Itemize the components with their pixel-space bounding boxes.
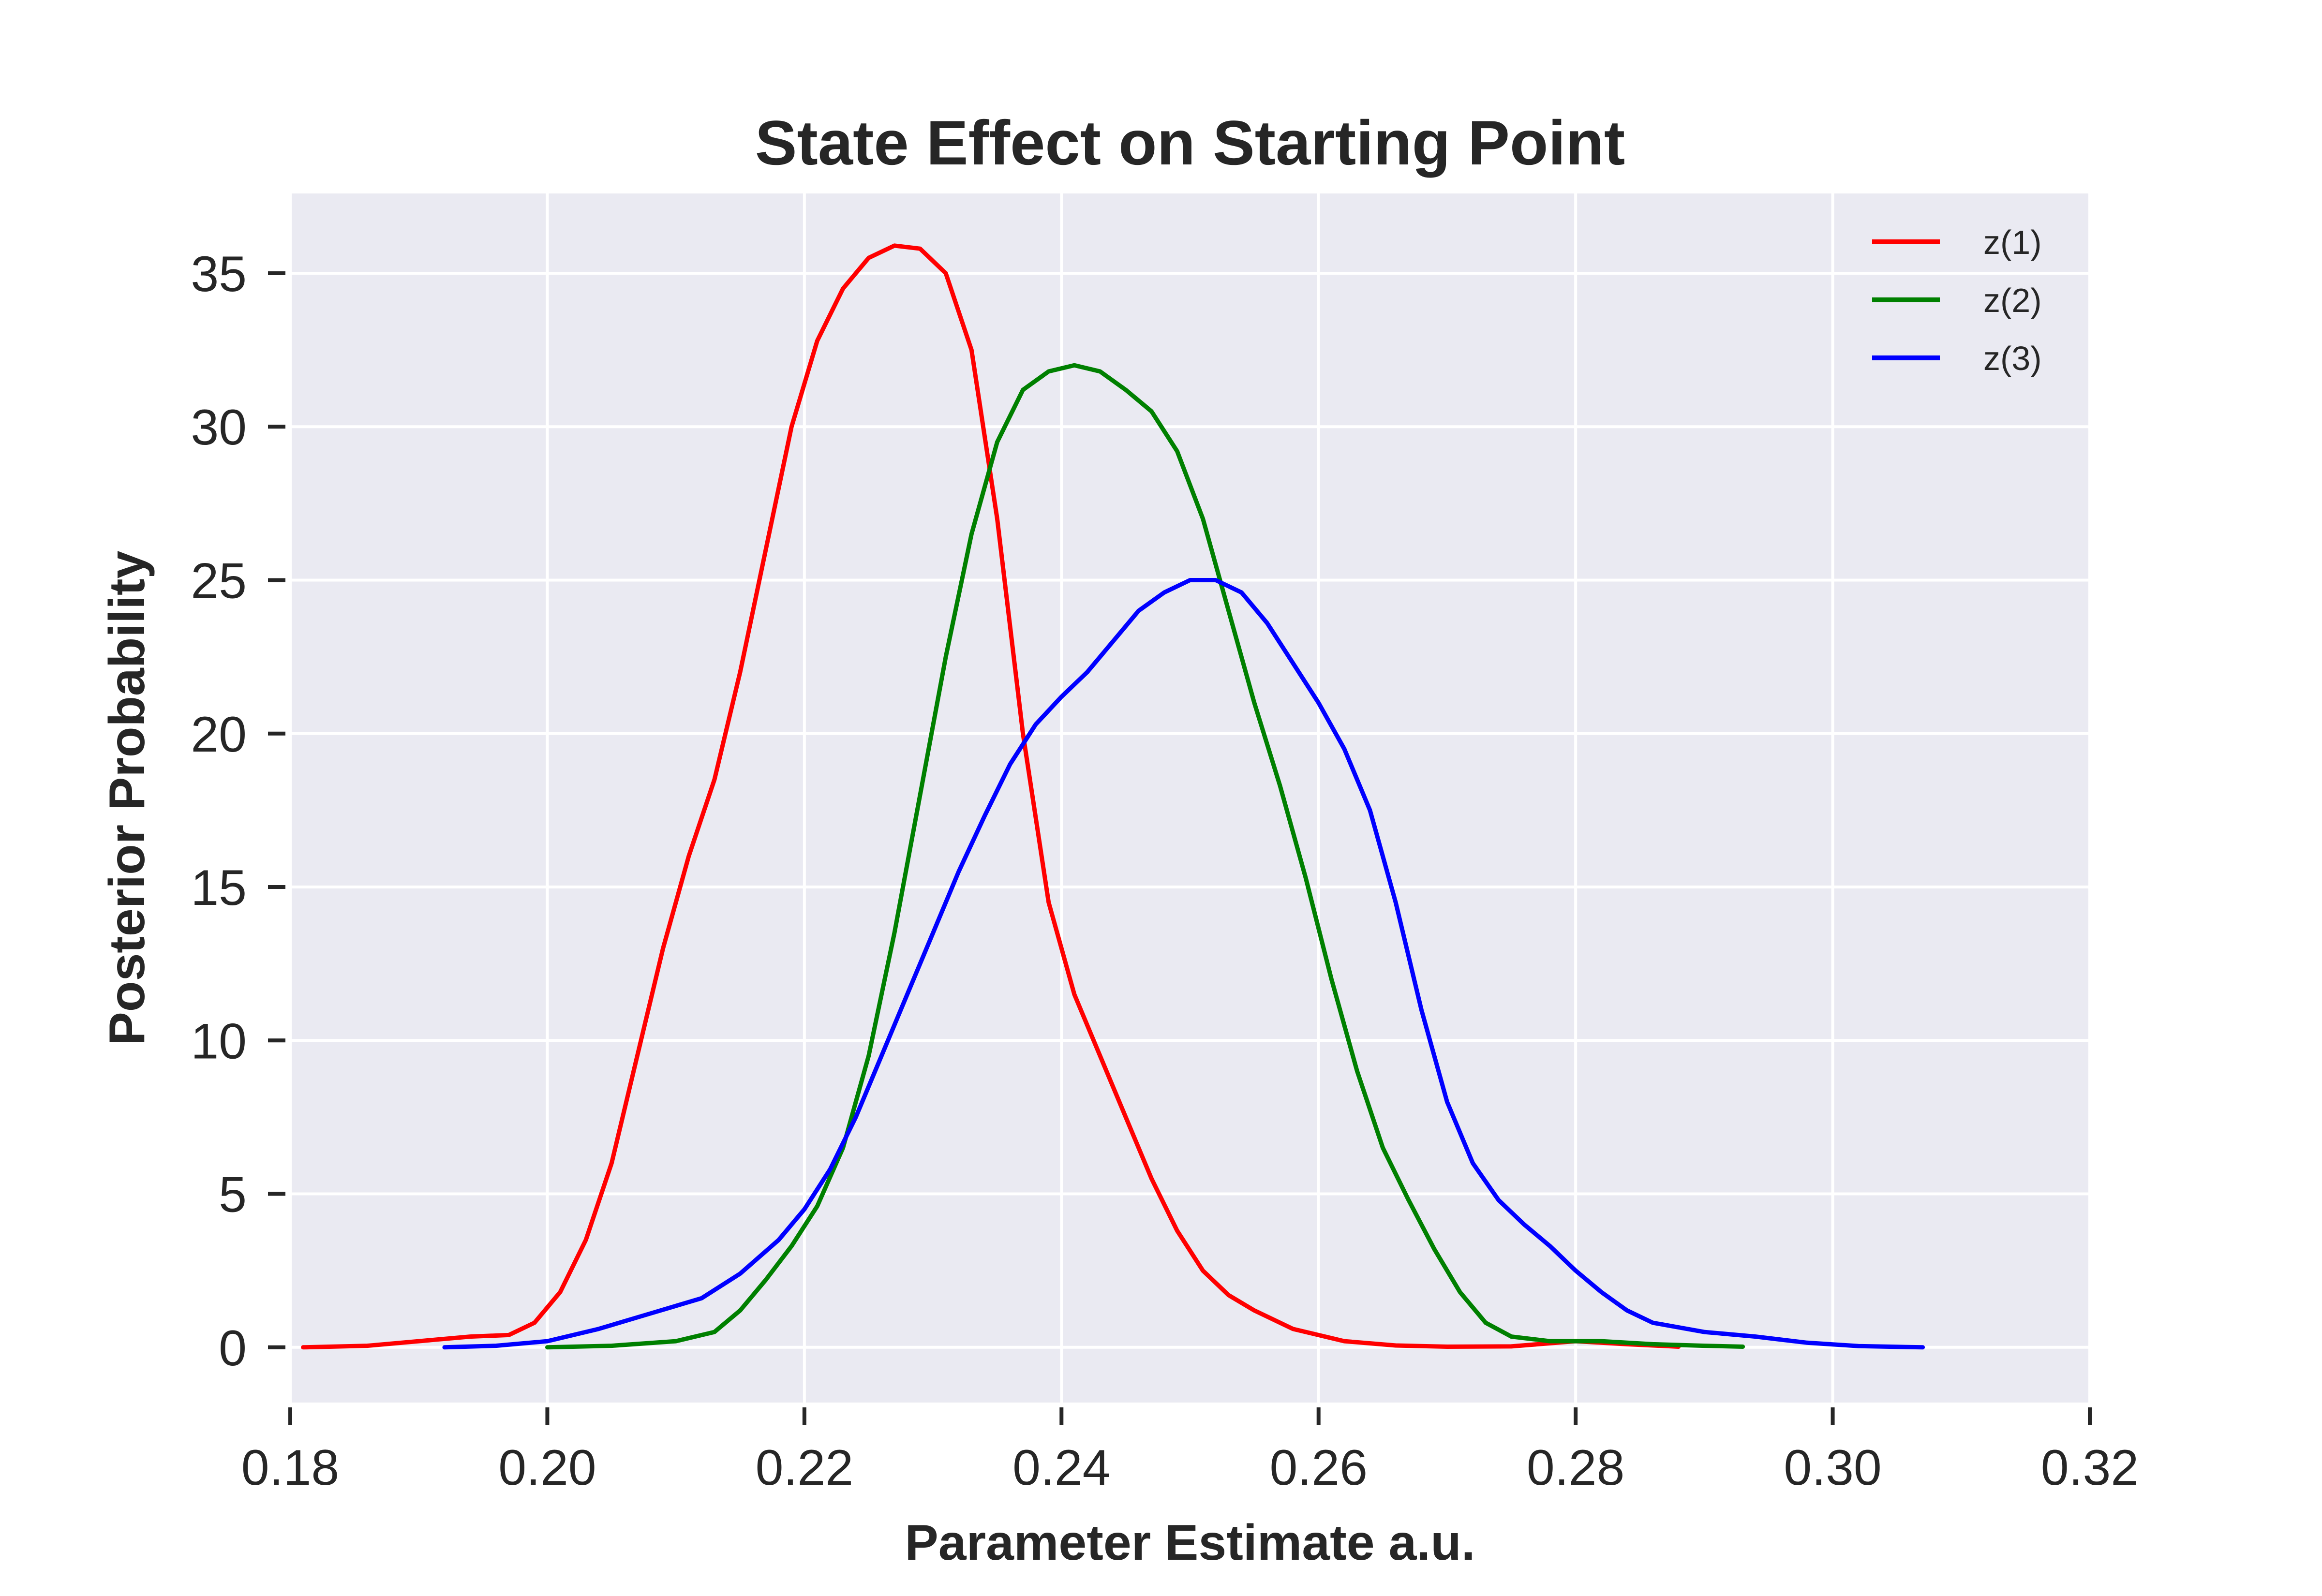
y-tick-label: 5 — [219, 1167, 247, 1223]
chart-title: State Effect on Starting Point — [755, 107, 1625, 178]
legend-label-z2: z(2) — [1983, 281, 2042, 319]
series-line-z3 — [442, 578, 1925, 1350]
series-lines — [301, 243, 1925, 1350]
tick-marks — [268, 271, 2092, 1425]
y-tick-label: 35 — [191, 246, 247, 302]
tick-labels: 0.18 0.20 0.22 0.24 0.26 0.28 0.30 0.32 0 5 10 15 20… — [191, 246, 2139, 1496]
x-tick-label: 0.26 — [1270, 1440, 1368, 1496]
x-tick-label: 0.22 — [756, 1440, 853, 1496]
x-tick-label: 0.20 — [498, 1440, 596, 1496]
legend-label-z3: z(3) — [1983, 340, 2042, 377]
y-tick-label: 25 — [191, 553, 247, 609]
series-line-z1 — [301, 243, 1681, 1350]
legend: z(1) z(2) z(3) — [1872, 223, 2042, 377]
y-tick-label: 10 — [191, 1013, 247, 1069]
x-tick-label: 0.18 — [241, 1440, 339, 1496]
y-tick-label: 20 — [191, 707, 247, 763]
y-tick-label: 15 — [191, 860, 247, 916]
plot-background — [290, 193, 2090, 1403]
x-tick-label: 0.24 — [1012, 1440, 1110, 1496]
x-tick-label: 0.28 — [1527, 1440, 1624, 1496]
x-tick-label: 0.32 — [2041, 1440, 2139, 1496]
series-line-z2 — [545, 363, 1745, 1350]
x-tick-label: 0.30 — [1784, 1440, 1881, 1496]
y-tick-label: 0 — [219, 1320, 247, 1376]
y-axis-label: Posterior Probability — [99, 550, 155, 1045]
x-axis-label: Parameter Estimate a.u. — [905, 1515, 1475, 1571]
y-tick-label: 30 — [191, 399, 247, 456]
legend-label-z1: z(1) — [1983, 223, 2042, 261]
